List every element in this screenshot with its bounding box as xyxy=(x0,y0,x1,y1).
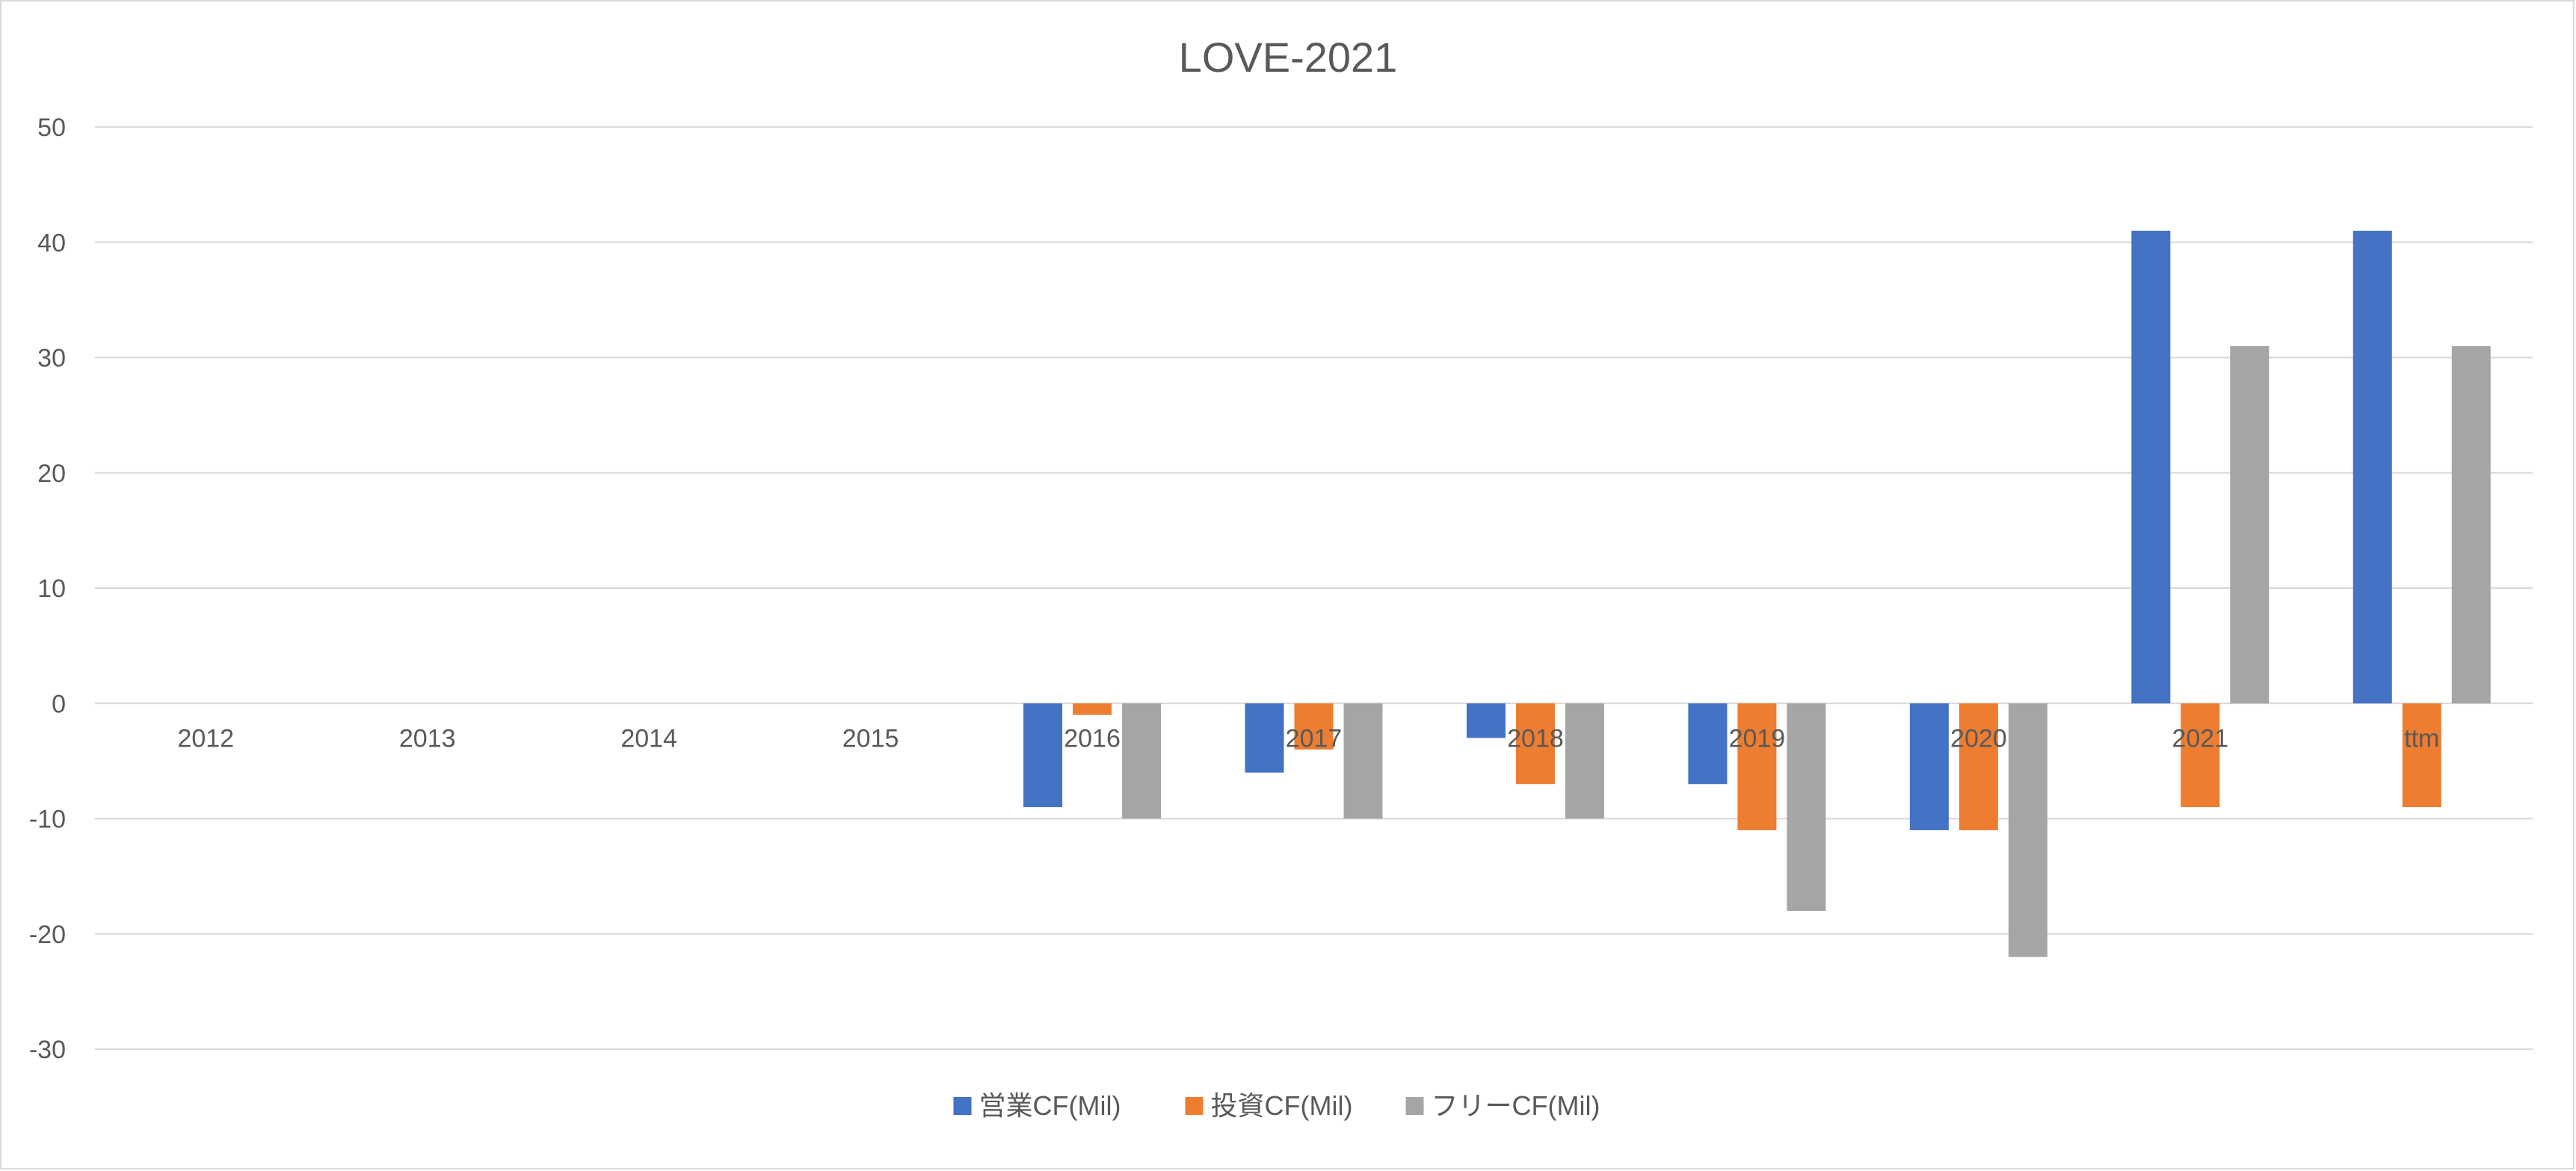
y-tick-label: -10 xyxy=(29,806,66,834)
x-tick-label: 2017 xyxy=(1286,724,1343,753)
bar xyxy=(2181,703,2220,808)
x-tick-label: 2018 xyxy=(1507,724,1564,753)
bar xyxy=(1122,703,1162,819)
bar xyxy=(1073,703,1112,715)
bar xyxy=(1909,703,1949,830)
bar xyxy=(1787,703,1826,911)
legend-label: 投資CF(Mil) xyxy=(1211,1090,1353,1121)
x-tick-label: 2021 xyxy=(2172,724,2228,753)
bar xyxy=(2230,346,2270,704)
y-tick-label: 10 xyxy=(37,575,66,603)
y-tick-label: 20 xyxy=(37,460,66,488)
legend-swatch xyxy=(1405,1097,1424,1115)
bar xyxy=(1294,703,1334,750)
chart-title: LOVE-2021 xyxy=(1179,34,1398,81)
bar xyxy=(2008,703,2047,957)
bar xyxy=(1565,703,1604,819)
y-tick-label: 40 xyxy=(37,229,66,257)
y-tick-label: -20 xyxy=(29,921,66,949)
x-tick-label: 2020 xyxy=(1950,724,2007,753)
legend: 営業CF(Mil) 投資CF(Mil) フリーCF(Mil) xyxy=(953,1090,1600,1121)
x-tick-label: 2012 xyxy=(177,724,234,753)
bar xyxy=(2131,230,2171,704)
x-tick-label: ttm xyxy=(2404,724,2439,753)
x-tick-label: 2016 xyxy=(1064,724,1121,753)
bar xyxy=(2451,346,2491,704)
x-axis-tick-labels: 2012 2013 2014 2015 2016 2017 2018 2019 2020 2021… xyxy=(177,724,2439,753)
bar xyxy=(1023,703,1063,808)
legend-swatch xyxy=(1185,1097,1204,1115)
x-tick-label: 2019 xyxy=(1729,724,1786,753)
y-tick-label: 0 xyxy=(52,690,66,718)
bars xyxy=(1023,230,2491,957)
bar xyxy=(1688,703,1728,785)
legend-label: 営業CF(Mil) xyxy=(979,1090,1121,1121)
bar xyxy=(1466,703,1506,738)
bar xyxy=(1245,703,1284,773)
x-tick-label: 2013 xyxy=(399,724,456,753)
y-axis-tick-labels: 50 40 30 20 10 0 -10 -20 -30 xyxy=(29,114,66,1064)
bar xyxy=(1515,703,1555,785)
y-tick-label: -30 xyxy=(29,1036,66,1064)
legend-label: フリーCF(Mil) xyxy=(1432,1090,1600,1121)
y-tick-label: 50 xyxy=(37,114,66,142)
bar xyxy=(1737,703,1777,830)
x-tick-label: 2015 xyxy=(842,724,899,753)
bar xyxy=(1959,703,1998,830)
y-tick-label: 30 xyxy=(37,344,66,373)
x-tick-label: 2014 xyxy=(620,724,677,753)
legend-swatch xyxy=(953,1097,972,1115)
bar xyxy=(2352,230,2392,704)
bar xyxy=(2402,703,2441,808)
bar xyxy=(1343,703,1383,819)
